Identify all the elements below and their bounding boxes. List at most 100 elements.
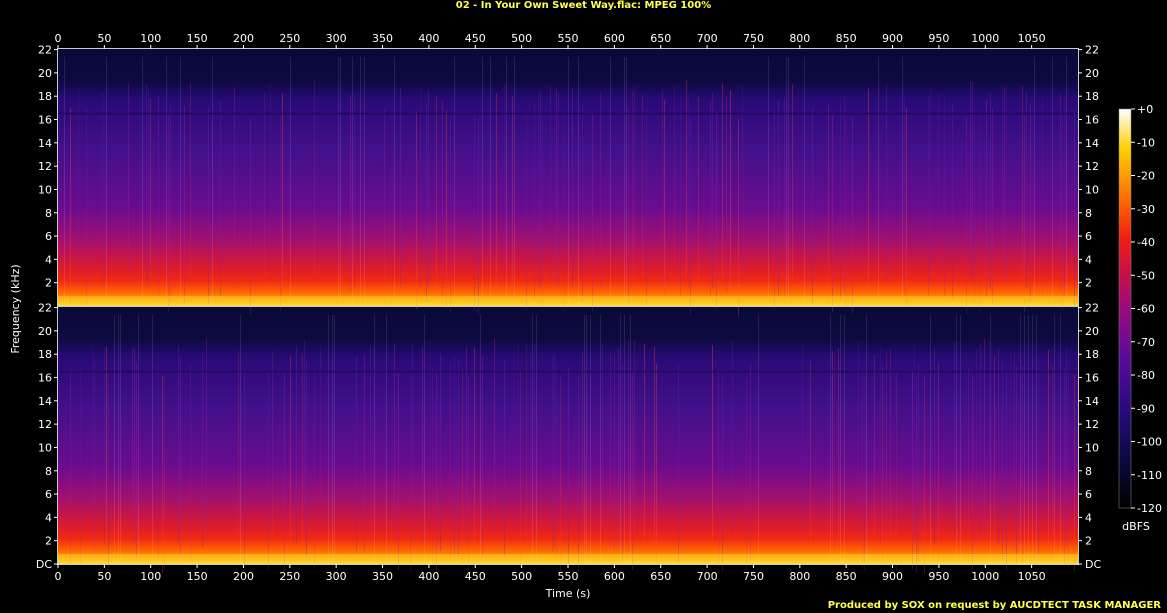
- transient-streak: [960, 315, 961, 564]
- y-tick-label: 8: [45, 465, 52, 478]
- spectral-streak: [906, 107, 907, 305]
- spectral-streak: [1006, 81, 1007, 279]
- spectral-streak: [148, 90, 149, 288]
- y-tick-label: 14: [38, 395, 52, 408]
- x-tick-label: 50: [97, 32, 111, 45]
- y-tick-label: DC: [36, 558, 52, 571]
- x-tick-label: 200: [233, 32, 254, 45]
- spectral-streak: [722, 83, 723, 281]
- spectral-streak: [986, 99, 987, 297]
- spectral-streak: [742, 86, 743, 284]
- y-tick-label: 18: [38, 90, 52, 103]
- spectral-streak: [688, 92, 689, 290]
- transient-streak: [490, 57, 491, 306]
- spectral-streak: [984, 338, 985, 536]
- spectral-streak: [302, 354, 303, 552]
- spectral-streak: [1066, 349, 1067, 547]
- spectral-streak: [628, 340, 629, 538]
- spectral-streak: [526, 112, 527, 310]
- spectral-streak: [582, 104, 583, 302]
- spectral-streak: [1064, 97, 1065, 295]
- spectral-streak: [722, 374, 723, 572]
- y-tick-label: 10: [38, 441, 52, 454]
- spectral-streak: [916, 375, 917, 573]
- spectral-streak: [272, 350, 273, 548]
- spectral-streak: [512, 96, 513, 294]
- spectral-streak: [208, 107, 209, 305]
- spectral-streak: [698, 96, 699, 294]
- spectral-streak: [132, 347, 133, 545]
- spectral-streak: [264, 92, 265, 290]
- x-tick-label: 200: [233, 570, 254, 583]
- x-tick-label: 450: [465, 32, 486, 45]
- spectral-streak: [458, 359, 459, 557]
- x-tick-label: 900: [882, 32, 903, 45]
- spectral-streak: [1074, 374, 1075, 572]
- spectral-streak: [592, 114, 593, 312]
- spectral-streak: [954, 341, 955, 539]
- spectral-streak: [350, 94, 351, 292]
- colorbar-label: dBFS: [1122, 520, 1150, 533]
- lowpass-cutoff: [58, 370, 1078, 373]
- transient-streak: [340, 57, 341, 306]
- spectral-streak: [530, 351, 531, 549]
- transient-streak: [586, 315, 587, 564]
- y-tick-label: 2: [1085, 277, 1092, 290]
- transient-streak: [1036, 315, 1037, 564]
- transient-streak: [844, 315, 845, 564]
- x-tick-label: 550: [558, 32, 579, 45]
- spectral-streak: [146, 84, 147, 282]
- x-tick-label: 300: [326, 570, 347, 583]
- footer-credit: Produced by SOX on request by AUCDTECT T…: [827, 600, 1161, 611]
- spectral-streak: [534, 102, 535, 300]
- spectral-streak: [220, 100, 221, 298]
- spectral-streak: [568, 367, 569, 565]
- spectral-streak: [642, 94, 643, 292]
- spectral-streak: [846, 115, 847, 313]
- spectral-streak: [540, 90, 541, 288]
- colorbar-tick-label: -70: [1137, 336, 1155, 349]
- transient-streak: [138, 315, 139, 564]
- x-tick-label: 750: [743, 570, 764, 583]
- transient-streak: [866, 315, 867, 564]
- transient-streak: [328, 315, 329, 564]
- spectral-streak: [526, 342, 527, 540]
- y-tick-label: 10: [1085, 441, 1099, 454]
- x-tick-label: 700: [697, 32, 718, 45]
- spectral-streak: [974, 106, 975, 304]
- spectral-streak: [970, 80, 971, 278]
- y-tick-label: 16: [1085, 372, 1099, 385]
- y-tick-label: 22: [1085, 44, 1099, 57]
- spectral-streak: [968, 368, 969, 566]
- spectral-streak: [578, 374, 579, 572]
- spectral-streak: [976, 348, 977, 546]
- transient-streak: [118, 315, 119, 564]
- spectral-streak: [1010, 351, 1011, 549]
- channel-2-area: [58, 307, 1078, 564]
- spectral-streak: [1006, 373, 1007, 571]
- spectrogram-texture: [58, 57, 1078, 574]
- spectral-streak: [1024, 115, 1025, 313]
- channel-1-area: [58, 49, 1078, 306]
- transient-streak: [878, 57, 879, 306]
- spectral-streak: [494, 338, 495, 536]
- spectral-streak: [572, 88, 573, 286]
- y-tick-label: 12: [1085, 418, 1099, 431]
- spectral-streak: [622, 363, 623, 561]
- colorbar-tick-label: -100: [1137, 436, 1162, 449]
- spectral-streak: [430, 339, 431, 537]
- spectral-streak: [1022, 85, 1023, 283]
- spectral-streak: [1014, 352, 1015, 550]
- transient-streak: [394, 57, 395, 306]
- spectral-streak: [1064, 368, 1065, 566]
- spectral-streak: [136, 361, 137, 559]
- spectral-streak: [1052, 365, 1053, 563]
- spectral-streak: [104, 347, 105, 545]
- x-tick-label: 650: [650, 570, 671, 583]
- y-tick-label: 20: [38, 67, 52, 80]
- spectral-streak: [282, 93, 283, 291]
- transient-streak: [1060, 315, 1061, 564]
- transient-streak: [532, 315, 533, 564]
- transient-streak: [1020, 315, 1021, 564]
- spectral-streak: [690, 118, 691, 316]
